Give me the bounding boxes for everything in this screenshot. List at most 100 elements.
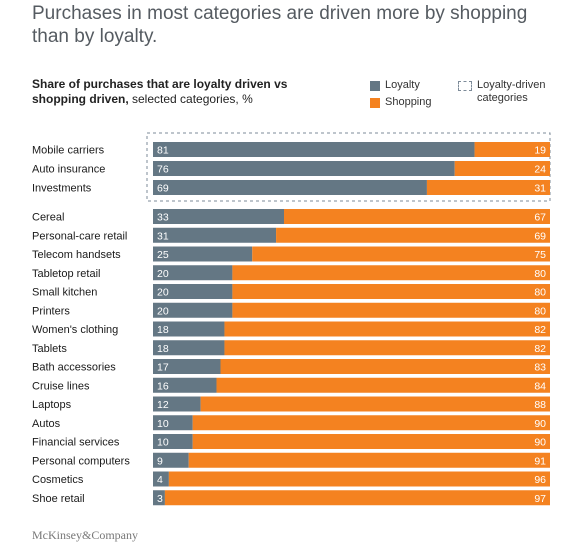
value-shopping-tabletop-retail: 80 xyxy=(534,268,546,280)
value-loyalty-financial-services: 10 xyxy=(157,437,169,449)
bar-shopping-laptops xyxy=(200,396,550,412)
bar-loyalty-financial-services xyxy=(153,434,193,449)
bar-shopping-personal-care-retail xyxy=(276,227,550,243)
value-loyalty-printers: 20 xyxy=(157,305,169,317)
value-shopping-telecom-handsets: 75 xyxy=(534,249,546,261)
bar-shopping-personal-computers xyxy=(188,452,551,468)
value-shopping-autos: 90 xyxy=(534,418,546,430)
bar-loyalty-cosmetics xyxy=(153,471,169,487)
value-loyalty-cruise-lines: 16 xyxy=(157,380,169,392)
value-loyalty-mobile-carriers: 81 xyxy=(157,145,169,157)
bar-shopping-cereal xyxy=(284,209,550,224)
value-loyalty-laptops: 12 xyxy=(157,399,169,411)
value-shopping-laptops: 88 xyxy=(534,399,546,411)
bar-loyalty-cereal xyxy=(153,209,285,224)
category-label-laptops: Laptops xyxy=(32,399,72,411)
value-shopping-cruise-lines: 84 xyxy=(534,380,546,392)
legend-loyalty-driven-label: Loyalty-driven categories xyxy=(477,79,546,104)
category-label-printers: Printers xyxy=(32,305,70,317)
value-loyalty-cereal: 33 xyxy=(157,212,169,224)
bar-loyalty-auto-insurance xyxy=(153,161,455,176)
value-loyalty-investments: 69 xyxy=(157,183,169,195)
category-label-personal-computers: Personal computers xyxy=(32,455,130,467)
value-shopping-cosmetics: 96 xyxy=(534,474,546,486)
bar-shopping-women-s-clothing xyxy=(224,321,550,337)
bar-shopping-bath-accessories xyxy=(220,359,551,374)
bar-loyalty-bath-accessories xyxy=(153,359,221,374)
bar-loyalty-tablets xyxy=(153,340,225,356)
legend-shopping-label: Shopping xyxy=(385,96,432,108)
value-loyalty-telecom-handsets: 25 xyxy=(157,249,169,261)
bar-shopping-cruise-lines xyxy=(216,377,550,393)
value-shopping-personal-computers: 91 xyxy=(534,455,546,467)
category-label-cereal: Cereal xyxy=(32,212,64,224)
value-loyalty-autos: 10 xyxy=(157,418,169,430)
category-label-autos: Autos xyxy=(32,418,61,430)
bar-shopping-tabletop-retail xyxy=(232,265,550,281)
value-shopping-auto-insurance: 24 xyxy=(534,164,546,176)
category-label-shoe-retail: Shoe retail xyxy=(32,493,85,505)
bar-loyalty-personal-computers xyxy=(153,452,189,468)
chart-headline: Purchases in most categories are driven … xyxy=(32,3,528,47)
value-shopping-personal-care-retail: 69 xyxy=(534,230,546,242)
category-label-telecom-handsets: Telecom handsets xyxy=(32,249,121,261)
subtitle-bold: Share of purchases that are loyalty driv… xyxy=(32,77,288,106)
legend-loyalty-swatch xyxy=(370,81,380,91)
bar-shopping-printers xyxy=(232,302,550,318)
value-shopping-bath-accessories: 83 xyxy=(534,362,546,374)
value-shopping-shoe-retail: 97 xyxy=(534,493,546,505)
value-loyalty-cosmetics: 4 xyxy=(157,474,163,486)
value-loyalty-personal-care-retail: 31 xyxy=(157,230,169,242)
value-shopping-cereal: 67 xyxy=(534,212,546,224)
category-label-personal-care-retail: Personal-care retail xyxy=(32,230,127,242)
value-loyalty-auto-insurance: 76 xyxy=(157,164,169,176)
value-loyalty-women-s-clothing: 18 xyxy=(157,324,169,336)
subtitle-rest: selected categories, % xyxy=(128,92,253,106)
value-loyalty-tablets: 18 xyxy=(157,343,169,355)
value-shopping-financial-services: 90 xyxy=(534,437,546,449)
legend-loyalty-label: Loyalty xyxy=(385,79,420,91)
bar-shopping-auto-insurance xyxy=(454,161,550,176)
value-shopping-women-s-clothing: 82 xyxy=(534,324,546,336)
value-shopping-tablets: 82 xyxy=(534,343,546,355)
category-label-auto-insurance: Auto insurance xyxy=(32,164,105,176)
value-shopping-mobile-carriers: 19 xyxy=(534,145,546,157)
bar-loyalty-telecom-handsets xyxy=(153,246,253,262)
category-label-investments: Investments xyxy=(32,183,92,195)
bar-shopping-investments xyxy=(426,180,550,195)
loyalty-driven-box xyxy=(146,132,551,202)
bar-shopping-telecom-handsets xyxy=(252,246,550,262)
value-loyalty-personal-computers: 9 xyxy=(157,455,163,467)
bar-shopping-shoe-retail xyxy=(164,490,550,506)
category-label-women-s-clothing: Women's clothing xyxy=(32,324,118,336)
value-shopping-investments: 31 xyxy=(534,183,546,195)
value-loyalty-small-kitchen: 20 xyxy=(157,287,169,299)
bar-loyalty-laptops xyxy=(153,396,201,412)
category-label-tabletop-retail: Tabletop retail xyxy=(32,268,101,280)
legend-loyalty: Loyalty xyxy=(370,79,420,91)
category-label-cosmetics: Cosmetics xyxy=(32,474,84,486)
value-shopping-printers: 80 xyxy=(534,305,546,317)
bar-loyalty-small-kitchen xyxy=(153,284,233,299)
bar-loyalty-printers xyxy=(153,302,233,318)
category-label-cruise-lines: Cruise lines xyxy=(32,380,90,392)
bar-shopping-tablets xyxy=(224,340,550,356)
bar-loyalty-cruise-lines xyxy=(153,377,217,393)
bar-loyalty-personal-care-retail xyxy=(153,227,277,243)
bar-loyalty-women-s-clothing xyxy=(153,321,225,337)
bar-shopping-cosmetics xyxy=(168,471,550,487)
value-shopping-small-kitchen: 80 xyxy=(534,287,546,299)
legend-loyalty-driven: Loyalty-driven categories xyxy=(458,79,558,105)
bar-loyalty-autos xyxy=(153,415,193,431)
value-loyalty-shoe-retail: 3 xyxy=(157,493,163,505)
bar-loyalty-tabletop-retail xyxy=(153,265,233,281)
value-loyalty-tabletop-retail: 20 xyxy=(157,268,169,280)
bar-shopping-autos xyxy=(192,415,550,431)
value-loyalty-bath-accessories: 17 xyxy=(157,362,169,374)
legend-shopping-swatch xyxy=(370,98,380,108)
bar-loyalty-mobile-carriers xyxy=(153,142,475,157)
category-label-financial-services: Financial services xyxy=(32,437,120,449)
mckinsey-logo: McKinsey&Company xyxy=(32,528,138,542)
category-label-mobile-carriers: Mobile carriers xyxy=(32,145,105,157)
